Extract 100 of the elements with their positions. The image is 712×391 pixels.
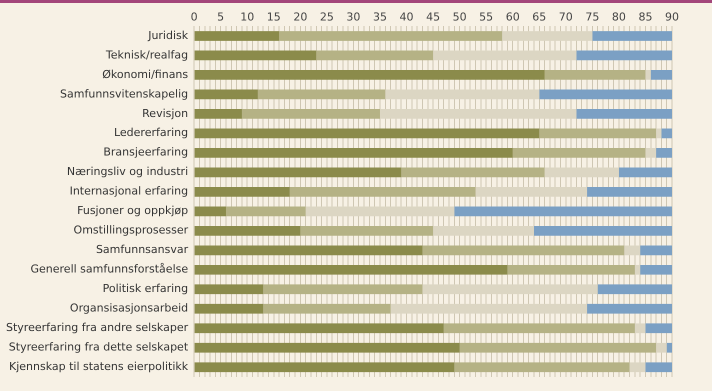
bar xyxy=(507,264,635,275)
y-tick-label: Bransjeerfaring xyxy=(103,146,188,159)
bar xyxy=(624,245,640,256)
y-tick-label: Organsisasjonsarbeid xyxy=(70,302,188,315)
bar xyxy=(640,245,672,256)
x-tick-label: 45 xyxy=(426,10,440,24)
bar xyxy=(401,167,545,178)
x-tick-label: 20 xyxy=(293,10,308,24)
bar xyxy=(258,90,386,100)
bar xyxy=(587,186,672,197)
x-tick-label: 60 xyxy=(506,10,520,24)
y-tick-label: Teknisk/realfag xyxy=(104,48,188,62)
bar xyxy=(194,304,264,314)
y-tick-label: Kjennskap til statens eierpolitikk xyxy=(8,360,189,374)
bar xyxy=(640,264,672,275)
x-tick-label: 30 xyxy=(346,10,360,24)
bar xyxy=(650,70,672,80)
bar xyxy=(656,148,672,158)
x-tick-label: 10 xyxy=(240,10,254,24)
y-tick-label: Omstillingsprosesser xyxy=(74,224,189,237)
bar xyxy=(666,342,672,353)
bar xyxy=(576,50,672,60)
bar xyxy=(194,31,280,41)
bar xyxy=(316,50,434,60)
bar xyxy=(194,284,264,294)
bar xyxy=(645,362,672,372)
bar xyxy=(454,362,630,372)
bar xyxy=(645,70,651,80)
bar xyxy=(587,304,672,314)
bar xyxy=(194,342,460,353)
y-tick-label: Samfunnsvitenskapelig xyxy=(60,87,188,100)
bar xyxy=(539,90,672,100)
bar xyxy=(534,226,672,236)
bar xyxy=(656,342,667,353)
bar xyxy=(422,245,624,256)
bar xyxy=(194,70,545,80)
bar xyxy=(476,186,588,197)
bar xyxy=(444,323,635,334)
bar xyxy=(300,226,434,236)
y-tick-label: Revisjon xyxy=(142,106,188,120)
x-tick-label: 50 xyxy=(452,10,467,24)
bar xyxy=(598,284,672,294)
y-tick-label: Samfunnsansvar xyxy=(96,243,189,256)
y-tick-label: Politisk erfaring xyxy=(102,282,188,296)
x-tick-label: 75 xyxy=(585,10,600,24)
bar xyxy=(544,167,619,178)
bar xyxy=(645,323,672,334)
bar xyxy=(502,31,592,41)
y-tick-label: Styreerfaring fra dette selskapet xyxy=(8,340,189,354)
y-tick-label: Næringsliv og industri xyxy=(66,165,188,178)
bar xyxy=(422,284,598,294)
bar xyxy=(194,186,290,197)
x-tick-label: 15 xyxy=(266,10,281,24)
x-tick-label: 90 xyxy=(665,10,679,24)
bar xyxy=(576,109,672,119)
bar xyxy=(592,31,672,41)
y-tick-label: Juridisk xyxy=(147,28,189,42)
bar xyxy=(454,206,672,216)
bar xyxy=(512,148,646,158)
bar xyxy=(263,304,391,314)
x-tick-label: 25 xyxy=(320,10,334,24)
bar xyxy=(290,186,476,197)
y-tick-label: Fusjoner og oppkjøp xyxy=(77,204,188,218)
bar xyxy=(539,128,656,138)
bar xyxy=(194,206,226,216)
bar xyxy=(630,362,646,372)
bar xyxy=(433,50,576,60)
bar xyxy=(279,31,502,41)
bar xyxy=(645,148,656,158)
bar xyxy=(306,206,454,216)
x-tick-label: 65 xyxy=(532,10,546,24)
bar xyxy=(380,109,576,119)
bar xyxy=(634,323,646,334)
x-tick-label: 70 xyxy=(558,10,573,24)
bar xyxy=(656,128,662,138)
bar xyxy=(390,304,588,314)
y-tick-label: Generell samfunnsforståelse xyxy=(30,262,188,276)
bar xyxy=(544,70,646,80)
bar xyxy=(194,226,300,236)
x-tick-label: 35 xyxy=(372,10,387,24)
y-tick-label: Økonomi/finans xyxy=(102,68,188,81)
bar xyxy=(194,362,454,372)
x-tick-label: 5 xyxy=(217,10,224,24)
bar xyxy=(194,323,444,334)
bar xyxy=(226,206,306,216)
bar xyxy=(194,50,316,60)
bar xyxy=(263,284,422,294)
bar xyxy=(661,128,672,138)
x-tick-label: 40 xyxy=(400,10,414,24)
bar xyxy=(194,109,242,119)
bar xyxy=(385,90,540,100)
bar xyxy=(194,167,402,178)
x-tick-label: 55 xyxy=(479,10,494,24)
y-tick-label: Styreerfaring fra andre selskaper xyxy=(6,321,189,334)
bar xyxy=(194,128,540,138)
bar xyxy=(433,226,534,236)
bar xyxy=(242,109,380,119)
x-tick-label: 80 xyxy=(612,10,626,24)
bar xyxy=(194,90,258,100)
bar xyxy=(194,264,508,275)
